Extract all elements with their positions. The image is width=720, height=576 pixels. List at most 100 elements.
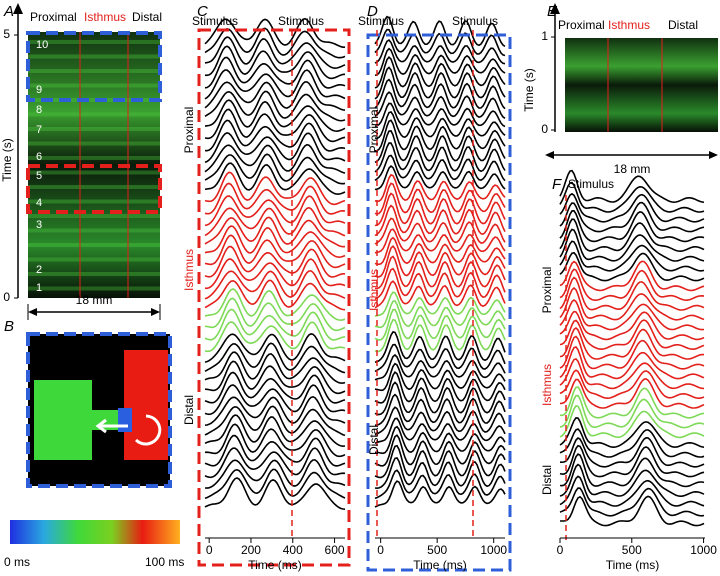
trace — [375, 425, 506, 455]
trace — [204, 234, 346, 269]
trace — [374, 393, 506, 426]
trace — [559, 276, 705, 311]
trace — [204, 405, 346, 437]
heat-band — [28, 185, 160, 189]
dashed-box — [366, 33, 512, 572]
column-header: Distal — [132, 10, 162, 24]
trace — [374, 142, 506, 173]
y-axis-label: Time (s) — [522, 68, 536, 112]
trace — [374, 280, 506, 309]
trace — [204, 36, 346, 70]
trace — [204, 459, 346, 489]
trace — [204, 297, 346, 332]
dashed-box — [26, 332, 172, 488]
heatmap — [565, 38, 718, 132]
trace — [374, 456, 506, 490]
trace — [204, 81, 346, 111]
heat-band — [28, 127, 160, 131]
stimulus-label: Stimulus — [192, 14, 238, 28]
dashed-box — [197, 28, 351, 567]
activation-map — [118, 408, 132, 432]
trace — [204, 468, 346, 500]
trace — [204, 216, 346, 248]
trace — [204, 225, 346, 259]
trace — [559, 209, 705, 243]
panel-label: D — [367, 3, 378, 20]
dashed-box — [26, 31, 162, 102]
trace — [559, 386, 705, 419]
trace — [374, 154, 506, 182]
x-tick-label: 200 — [241, 543, 261, 557]
heat-band — [28, 40, 160, 44]
colorbar-label: 100 ms — [145, 555, 184, 569]
trace — [204, 143, 346, 174]
column-header: Proximal — [30, 10, 77, 24]
trace — [559, 298, 705, 331]
trace — [374, 47, 506, 77]
x-tick-label: 1000 — [690, 543, 717, 557]
trace — [204, 279, 346, 311]
trace — [374, 236, 506, 266]
trace — [374, 381, 506, 416]
y-tick-label: 0 — [3, 290, 10, 304]
trace — [374, 308, 506, 341]
trace — [374, 204, 506, 237]
stimulus-label: Stimulus — [358, 14, 404, 28]
trace — [559, 192, 705, 223]
trace — [204, 384, 346, 416]
trace — [374, 300, 506, 329]
trace — [559, 357, 705, 390]
heat-band — [28, 54, 160, 59]
trace — [559, 268, 705, 302]
column-header: Distal — [668, 18, 698, 32]
heat-band — [28, 83, 160, 88]
arrow — [550, 3, 560, 14]
colorbar-label: 0 ms — [4, 555, 30, 569]
trace — [559, 463, 705, 497]
x-axis-label: Time (ms) — [248, 558, 302, 572]
heat-band — [28, 257, 160, 262]
trace — [560, 495, 705, 527]
arrow — [134, 414, 162, 446]
trace — [204, 195, 346, 227]
trace — [374, 39, 506, 65]
trace — [559, 405, 705, 439]
trace — [559, 394, 705, 429]
trace — [374, 130, 506, 164]
x-tick-label: 0 — [206, 543, 213, 557]
stimulus-label: Stimulus — [452, 14, 498, 28]
heat-band — [28, 199, 160, 204]
trace — [374, 255, 506, 290]
trace — [204, 414, 346, 448]
column-header: Proximal — [558, 18, 605, 32]
x-axis-label: Time (ms) — [606, 558, 660, 572]
trace — [559, 475, 705, 507]
arrow — [95, 418, 128, 434]
heat-band — [28, 141, 160, 146]
trace — [374, 173, 506, 203]
column-header: Isthmus — [608, 18, 650, 32]
trace — [204, 119, 346, 152]
trace — [374, 362, 506, 392]
trace — [204, 447, 346, 479]
trace — [374, 343, 506, 373]
trace — [374, 217, 506, 245]
trace — [374, 444, 506, 479]
heat-band — [28, 243, 160, 247]
trace — [559, 346, 705, 380]
trace — [559, 453, 705, 488]
trace — [204, 270, 346, 300]
stimulus-label: Stimulus — [568, 177, 614, 191]
heat-band — [28, 228, 160, 233]
trace — [204, 182, 346, 215]
scale-label: 18 mm — [76, 293, 113, 307]
beat-label: 6 — [36, 151, 42, 163]
trace — [204, 56, 346, 89]
trace — [204, 434, 346, 467]
x-tick-label: 500 — [622, 543, 642, 557]
x-tick-label: 1000 — [480, 543, 507, 557]
trace — [374, 66, 506, 100]
trace — [374, 434, 506, 467]
trace — [559, 326, 704, 360]
trace — [204, 17, 345, 48]
